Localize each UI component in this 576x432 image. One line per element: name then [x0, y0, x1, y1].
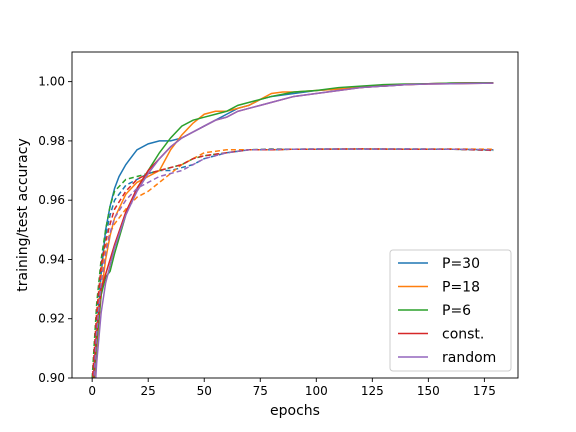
- y-axis: 0.90 0.92 0.94 0.96 0.98 1.00: [38, 75, 72, 385]
- y-tick-label: 0.92: [38, 312, 65, 326]
- legend-label: P=18: [442, 280, 480, 296]
- legend-frame: [389, 249, 512, 372]
- x-tick-label: 100: [305, 384, 328, 398]
- legend-label: P=30: [442, 256, 480, 272]
- x-axis-title: epochs: [270, 403, 320, 419]
- series-p-6-train-line: [93, 82, 494, 378]
- x-tick-label: 150: [417, 384, 440, 398]
- x-axis: 0 25 50 75 100 125 150 175: [88, 378, 496, 398]
- y-tick-label: 0.98: [38, 134, 65, 148]
- legend-label: P=6: [442, 303, 471, 319]
- series-layer: [91, 82, 494, 378]
- x-tick-label: 175: [473, 384, 496, 398]
- x-tick-label: 50: [197, 384, 212, 398]
- y-tick-label: 0.94: [38, 252, 65, 266]
- plot-frame: [71, 51, 519, 379]
- series-random-test-line: [93, 148, 494, 378]
- legend-label: random: [442, 350, 496, 366]
- x-tick-label: 75: [253, 384, 268, 398]
- x-tick-label: 25: [141, 384, 156, 398]
- series-p-6-test-line: [91, 148, 494, 378]
- series-random-train-line: [95, 82, 494, 378]
- legend-label: const.: [442, 327, 484, 343]
- y-tick-label: 0.96: [38, 193, 65, 207]
- y-axis-title: training/test accuracy: [15, 138, 31, 291]
- legend: P=30 P=18 P=6 const. random: [389, 249, 512, 372]
- x-tick-label: 125: [361, 384, 384, 398]
- y-tick-label: 1.00: [38, 75, 65, 89]
- y-tick-label: 0.90: [38, 371, 65, 385]
- series-const-test-line: [91, 148, 494, 378]
- x-tick-label: 0: [88, 384, 96, 398]
